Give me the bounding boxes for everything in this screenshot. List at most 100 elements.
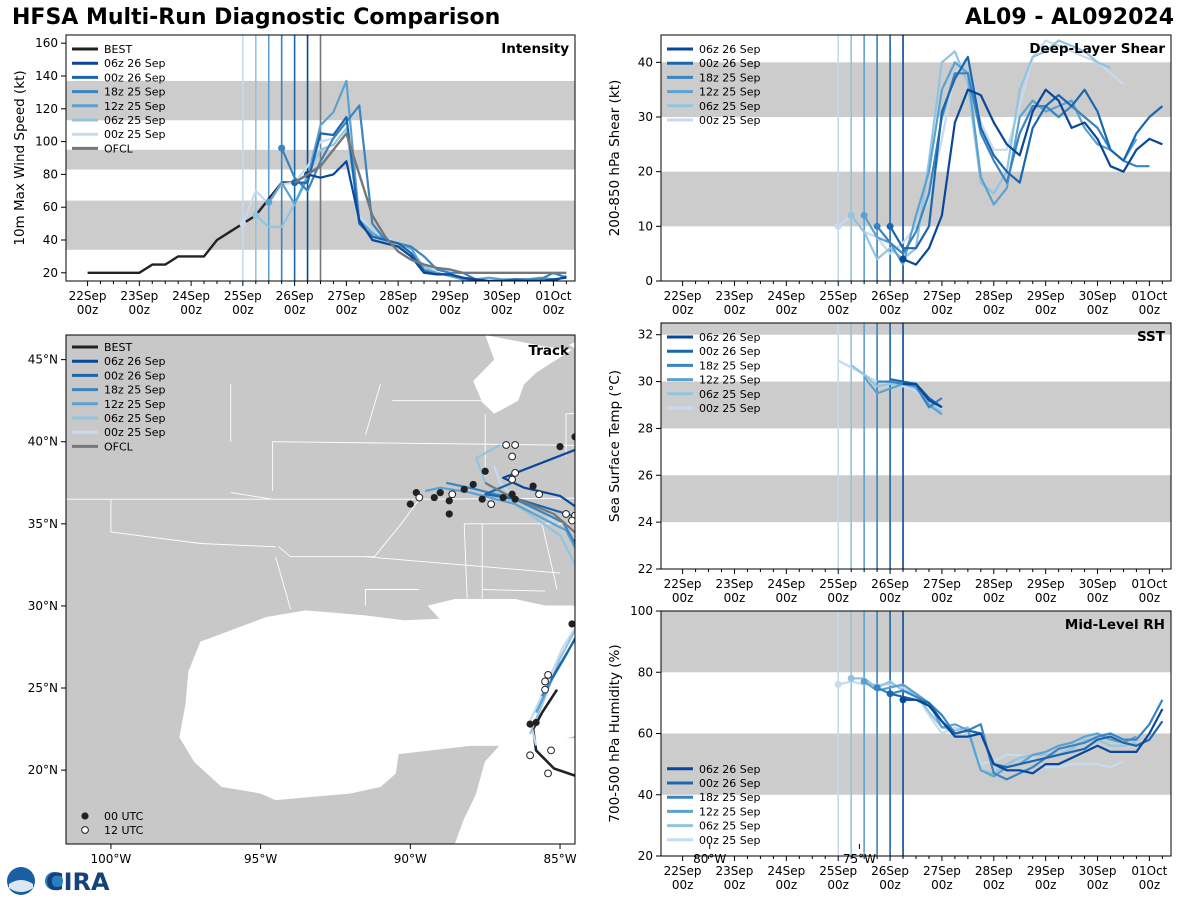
y-tick-label: 10: [638, 219, 653, 233]
x-tick-label: 00z: [776, 591, 798, 605]
x-tick-label: 00z: [931, 591, 953, 605]
series-start-marker: [873, 222, 881, 230]
state-border: [463, 523, 468, 600]
legend-label: 00z 25 Sep: [104, 128, 166, 141]
x-tick-label: 00z: [879, 591, 901, 605]
state-border: [275, 556, 292, 610]
legend-label: 06z 25 Sep: [104, 114, 166, 127]
series-start-marker: [886, 690, 894, 698]
lon-tick-label: 90°W: [394, 852, 427, 866]
legend-label: 06z 25 Sep: [699, 820, 761, 833]
y-tick-label: 100: [630, 604, 653, 618]
series-start-marker: [847, 211, 855, 219]
x-tick-label: 01Oct: [1131, 577, 1167, 591]
x-tick-label: 23Sep: [716, 577, 754, 591]
x-tick-label: 00z: [1087, 303, 1109, 317]
track-marker-00utc: [556, 443, 564, 451]
track-line: [484, 481, 575, 534]
x-tick-label: 00z: [879, 878, 901, 892]
legend-label: 18z 25 Sep: [104, 86, 166, 99]
track-marker-00utc: [469, 480, 477, 489]
series-start-marker: [873, 684, 881, 692]
track-map-area: [66, 335, 824, 844]
intensity-plot-area: [66, 35, 575, 281]
intensity-band: [661, 475, 1171, 523]
legend-label: 00z 25 Sep: [699, 114, 761, 127]
x-tick-label: 00z: [879, 303, 901, 317]
state-border: [365, 556, 561, 574]
sst-panel: 22Sep00z23Sep00z24Sep00z25Sep00z26Sep00z…: [607, 322, 1172, 605]
y-tick-label: 30: [638, 110, 653, 124]
state-border: [230, 492, 273, 500]
track-title: Track: [529, 343, 570, 359]
x-tick-label: 00z: [776, 878, 798, 892]
legend-label: 00 UTC: [104, 810, 144, 823]
track-marker-12utc: [541, 677, 549, 686]
track-marker-12utc: [590, 509, 597, 516]
shear-panel: 22Sep00z23Sep00z24Sep00z25Sep00z26Sep00z…: [607, 34, 1172, 317]
x-tick-label: 00z: [983, 878, 1005, 892]
x-tick-label: 28Sep: [975, 864, 1013, 878]
x-tick-label: 25Sep: [819, 864, 857, 878]
series-line: [876, 72, 1150, 255]
legend-label: 00z 25 Sep: [699, 834, 761, 847]
x-tick-label: 25Sep: [224, 289, 262, 303]
x-tick-label: 00z: [1035, 303, 1057, 317]
track-marker-00utc: [499, 493, 507, 502]
lon-tick-label: 85°W: [543, 852, 576, 866]
shear-title: Deep-Layer Shear: [1029, 41, 1165, 57]
legend-label: 06z 26 Sep: [699, 331, 761, 344]
y-tick-label: 30: [638, 375, 653, 389]
series-line: [863, 680, 1137, 778]
y-tick-label: 40: [43, 233, 58, 247]
x-tick-label: 26Sep: [871, 864, 909, 878]
x-tick-label: 28Sep: [975, 289, 1013, 303]
lon-tick-label: 80°W: [693, 852, 726, 866]
state-border: [482, 589, 546, 592]
land-jamaica: [758, 796, 824, 804]
x-tick-label: 25Sep: [819, 289, 857, 303]
legend-label: 06z 26 Sep: [104, 355, 166, 368]
series-start-marker: [252, 211, 260, 219]
x-tick-label: 29Sep: [1027, 577, 1065, 591]
track-marker-12utc: [526, 751, 534, 760]
y-tick-label: 80: [638, 665, 653, 679]
x-tick-label: 26Sep: [276, 289, 314, 303]
x-tick-label: 00z: [336, 303, 358, 317]
track-line: [531, 688, 575, 778]
x-tick-label: 00z: [387, 303, 409, 317]
legend-label: OFCL: [104, 142, 134, 155]
x-tick-label: 29Sep: [1027, 289, 1065, 303]
intensity-band: [661, 62, 1171, 117]
series-start-marker: [899, 696, 907, 704]
x-tick-label: 00z: [1139, 878, 1161, 892]
state-border: [278, 546, 375, 558]
lat-tick-label: 25°N: [28, 681, 58, 695]
y-tick-label: 140: [35, 69, 58, 83]
x-tick-label: 00z: [491, 303, 513, 317]
legend-label: 18z 25 Sep: [699, 791, 761, 804]
track-marker-12utc: [448, 490, 457, 499]
legend-label: 12z 25 Sep: [699, 805, 761, 818]
y-tick-label: 160: [35, 36, 58, 50]
legend-label: 12z 25 Sep: [699, 86, 761, 99]
legend-label: 06z 25 Sep: [699, 100, 761, 113]
x-tick-label: 01Oct: [1131, 864, 1167, 878]
state-border: [632, 432, 695, 471]
x-tick-label: 22Sep: [664, 577, 702, 591]
x-tick-label: 00z: [724, 591, 746, 605]
land-north-america: [66, 335, 575, 844]
legend-label: 00z 25 Sep: [699, 402, 761, 415]
y-tick-label: 20: [638, 849, 653, 863]
y-tick-label: 22: [638, 562, 653, 576]
legend-label: 00z 26 Sep: [104, 369, 166, 382]
track-marker-00utc: [526, 720, 534, 728]
x-tick-label: 00z: [827, 591, 849, 605]
x-tick-label: 22Sep: [664, 864, 702, 878]
x-tick-label: 25Sep: [819, 577, 857, 591]
x-tick-label: 01Oct: [535, 289, 571, 303]
legend-label: BEST: [104, 43, 132, 56]
state-border: [374, 498, 420, 557]
lat-tick-label: 40°N: [28, 435, 58, 449]
